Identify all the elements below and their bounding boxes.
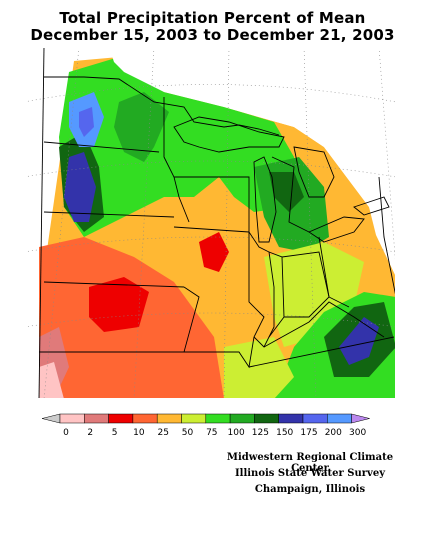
west-border xyxy=(38,48,45,398)
zone-green-north xyxy=(59,57,294,237)
zone-red-center xyxy=(199,232,229,272)
zone-blue-west xyxy=(64,152,96,222)
legend-swatch xyxy=(229,413,255,424)
graticule xyxy=(25,48,395,398)
legend-swatch xyxy=(108,413,134,424)
legend-label: 2 xyxy=(87,428,93,438)
nd-sd-border xyxy=(43,141,160,153)
zone-blue-north xyxy=(79,107,94,137)
lake-huron xyxy=(293,146,335,198)
mi-state xyxy=(271,156,310,233)
credit-organization: Midwestern Regional Climate Center xyxy=(226,452,394,474)
legend-label: 75 xyxy=(206,428,217,438)
lake-michigan xyxy=(253,156,277,243)
lake-erie xyxy=(308,216,365,243)
legend-swatch xyxy=(327,413,352,424)
legend-swatch xyxy=(59,413,85,424)
legend-swatch xyxy=(41,413,61,424)
legend-label: 125 xyxy=(252,428,269,438)
legend-label: 50 xyxy=(182,428,194,438)
legend-label: 5 xyxy=(112,428,118,438)
credit-agency: Illinois State Water Survey xyxy=(234,468,386,479)
legend-swatch xyxy=(254,413,279,424)
ia-state xyxy=(174,176,250,232)
legend-swatch xyxy=(84,413,109,424)
legend-label: 100 xyxy=(228,428,245,438)
legend-label: 200 xyxy=(325,428,342,438)
east-border xyxy=(378,176,395,295)
zone-yellowgreen-east xyxy=(264,242,364,347)
color-legend: 0 2 5 10 25 50 75 100 125 150 175 200 300 xyxy=(41,413,370,438)
zone-no-data-north xyxy=(109,48,395,246)
boundaries xyxy=(38,48,395,398)
map-date-range: December 15, 2003 to December 21, 2003 xyxy=(30,26,395,44)
ky-state xyxy=(263,301,385,348)
ia-mo-border xyxy=(173,226,250,233)
ne-ks-border xyxy=(43,281,185,288)
legend-swatch xyxy=(181,413,207,424)
map-title: Total Precipitation Percent of Mean xyxy=(59,9,366,27)
zone-pink-southwest xyxy=(39,362,64,398)
sd-ne-border xyxy=(43,211,175,218)
oh-pa-border xyxy=(318,236,350,308)
zone-blue-southeast xyxy=(339,317,379,365)
zone-yellowgreen-south xyxy=(224,337,294,398)
zone-deep-red-west xyxy=(89,277,149,332)
zone-darkgreen-lakes xyxy=(269,172,304,212)
canada-border xyxy=(44,76,280,136)
legend-swatch xyxy=(156,413,182,424)
legend-label: 175 xyxy=(300,428,317,438)
zone-darkgreen-north xyxy=(114,92,169,162)
lake-ontario xyxy=(353,196,390,216)
ky-tn-border xyxy=(248,336,395,368)
legend-swatch xyxy=(302,413,328,424)
legend-swatch xyxy=(351,413,370,424)
credit-location: Champaign, Illinois xyxy=(254,484,366,495)
legend-swatch xyxy=(205,413,231,424)
precipitation-map xyxy=(25,48,395,398)
legend-label: 0 xyxy=(63,428,69,438)
il-in-border xyxy=(268,251,285,338)
legend-swatch xyxy=(132,413,158,424)
lake-superior xyxy=(173,116,285,153)
legend-label: 300 xyxy=(349,428,366,438)
legend-label: 10 xyxy=(133,428,145,438)
legend-label: 25 xyxy=(157,428,168,438)
legend-label: 150 xyxy=(276,428,293,438)
legend-swatch xyxy=(278,413,304,424)
